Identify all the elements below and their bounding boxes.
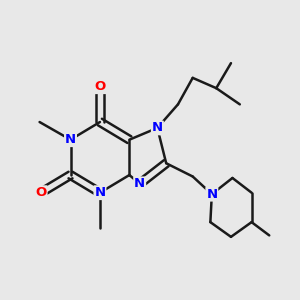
Text: O: O bbox=[35, 186, 47, 199]
Text: N: N bbox=[65, 133, 76, 146]
Text: O: O bbox=[94, 80, 106, 93]
Text: N: N bbox=[152, 122, 163, 134]
Text: N: N bbox=[94, 186, 106, 199]
Text: N: N bbox=[134, 177, 145, 190]
Text: N: N bbox=[206, 188, 218, 201]
